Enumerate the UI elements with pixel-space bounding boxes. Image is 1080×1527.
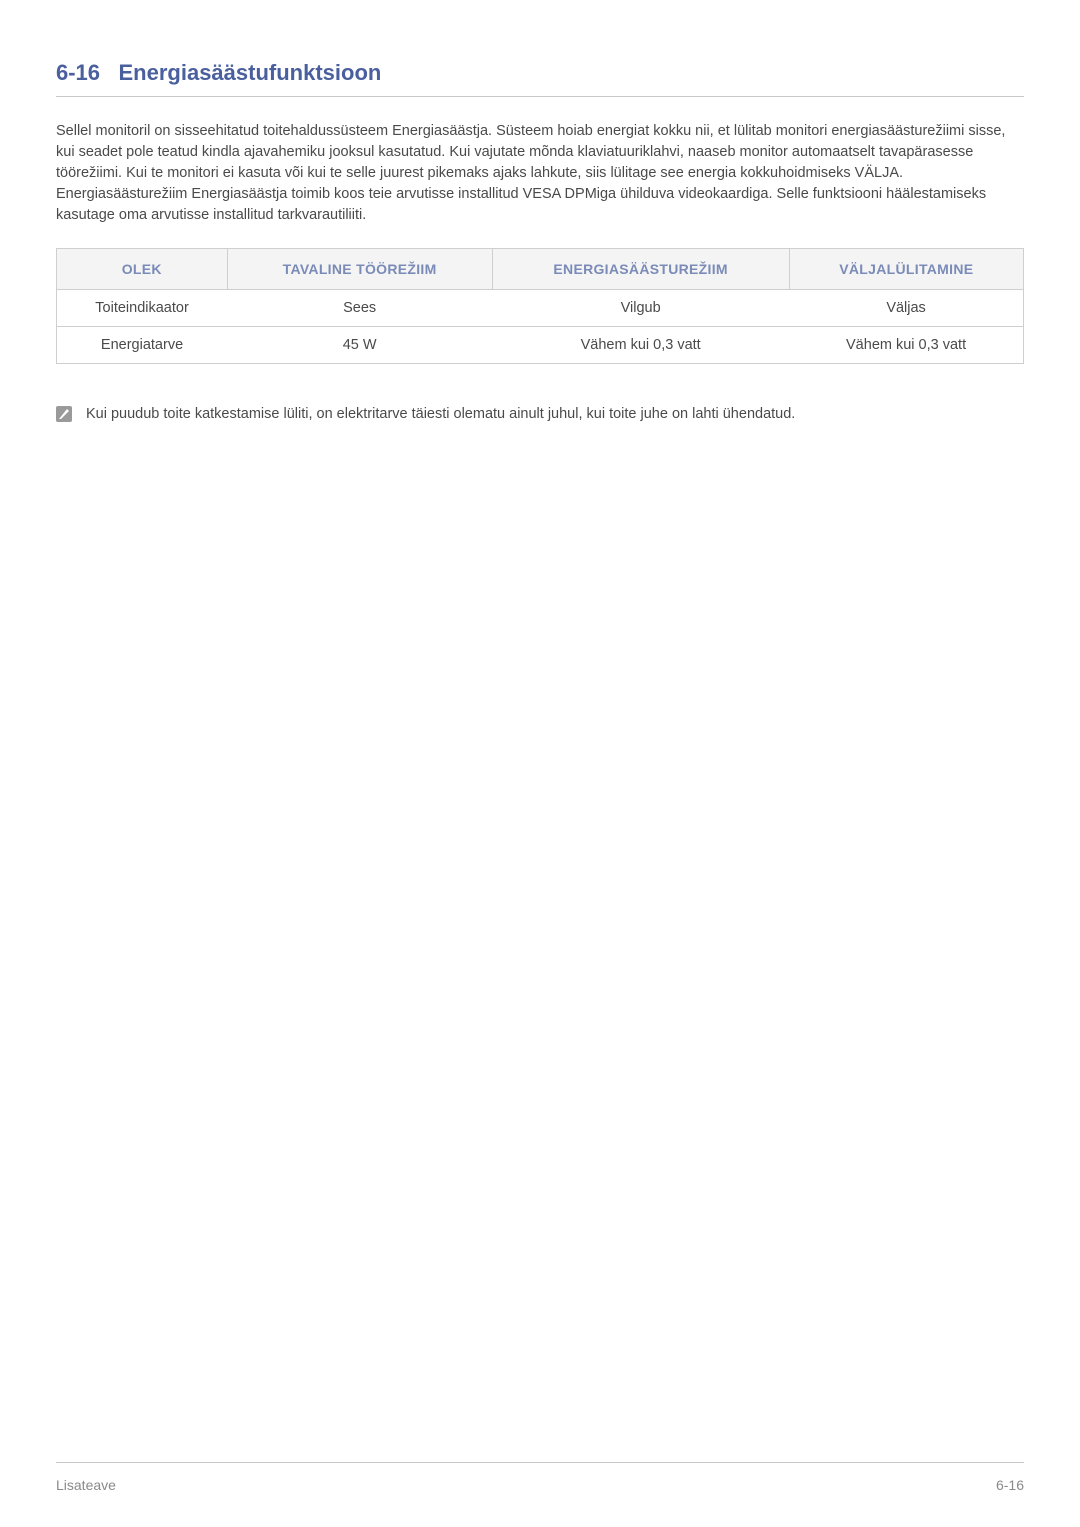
- note-icon: [56, 406, 72, 422]
- note: Kui puudub toite katkestamise lüliti, on…: [56, 404, 1024, 424]
- section-heading: 6-16 Energiasäästufunktsioon: [56, 60, 1024, 97]
- cell-indicator-normal: Sees: [227, 290, 492, 327]
- note-text: Kui puudub toite katkestamise lüliti, on…: [86, 404, 795, 424]
- col-header-saving: ENERGIASÄÄSTUREŽIIM: [492, 249, 789, 290]
- col-header-off: VÄLJALÜLITAMINE: [789, 249, 1023, 290]
- cell-power-saving: Vähem kui 0,3 vatt: [492, 327, 789, 364]
- cell-power-off: Vähem kui 0,3 vatt: [789, 327, 1023, 364]
- cell-indicator-saving: Vilgub: [492, 290, 789, 327]
- col-header-state: OLEK: [57, 249, 228, 290]
- col-header-normal: TAVALINE TÖÖREŽIIM: [227, 249, 492, 290]
- cell-indicator-label: Toiteindikaator: [57, 290, 228, 327]
- footer-right: 6-16: [996, 1477, 1024, 1493]
- cell-power-normal: 45 W: [227, 327, 492, 364]
- table-header-row: OLEK TAVALINE TÖÖREŽIIM ENERGIASÄÄSTUREŽ…: [57, 249, 1024, 290]
- heading-title: Energiasäästufunktsioon: [119, 60, 382, 85]
- page-footer: Lisateave 6-16: [56, 1462, 1024, 1493]
- table-row: Toiteindikaator Sees Vilgub Väljas: [57, 290, 1024, 327]
- power-saving-table: OLEK TAVALINE TÖÖREŽIIM ENERGIASÄÄSTUREŽ…: [56, 248, 1024, 364]
- table-row: Energiatarve 45 W Vähem kui 0,3 vatt Väh…: [57, 327, 1024, 364]
- cell-indicator-off: Väljas: [789, 290, 1023, 327]
- intro-paragraph: Sellel monitoril on sisseehitatud toiteh…: [56, 121, 1024, 226]
- heading-number: 6-16: [56, 60, 100, 85]
- footer-left: Lisateave: [56, 1477, 116, 1493]
- cell-power-label: Energiatarve: [57, 327, 228, 364]
